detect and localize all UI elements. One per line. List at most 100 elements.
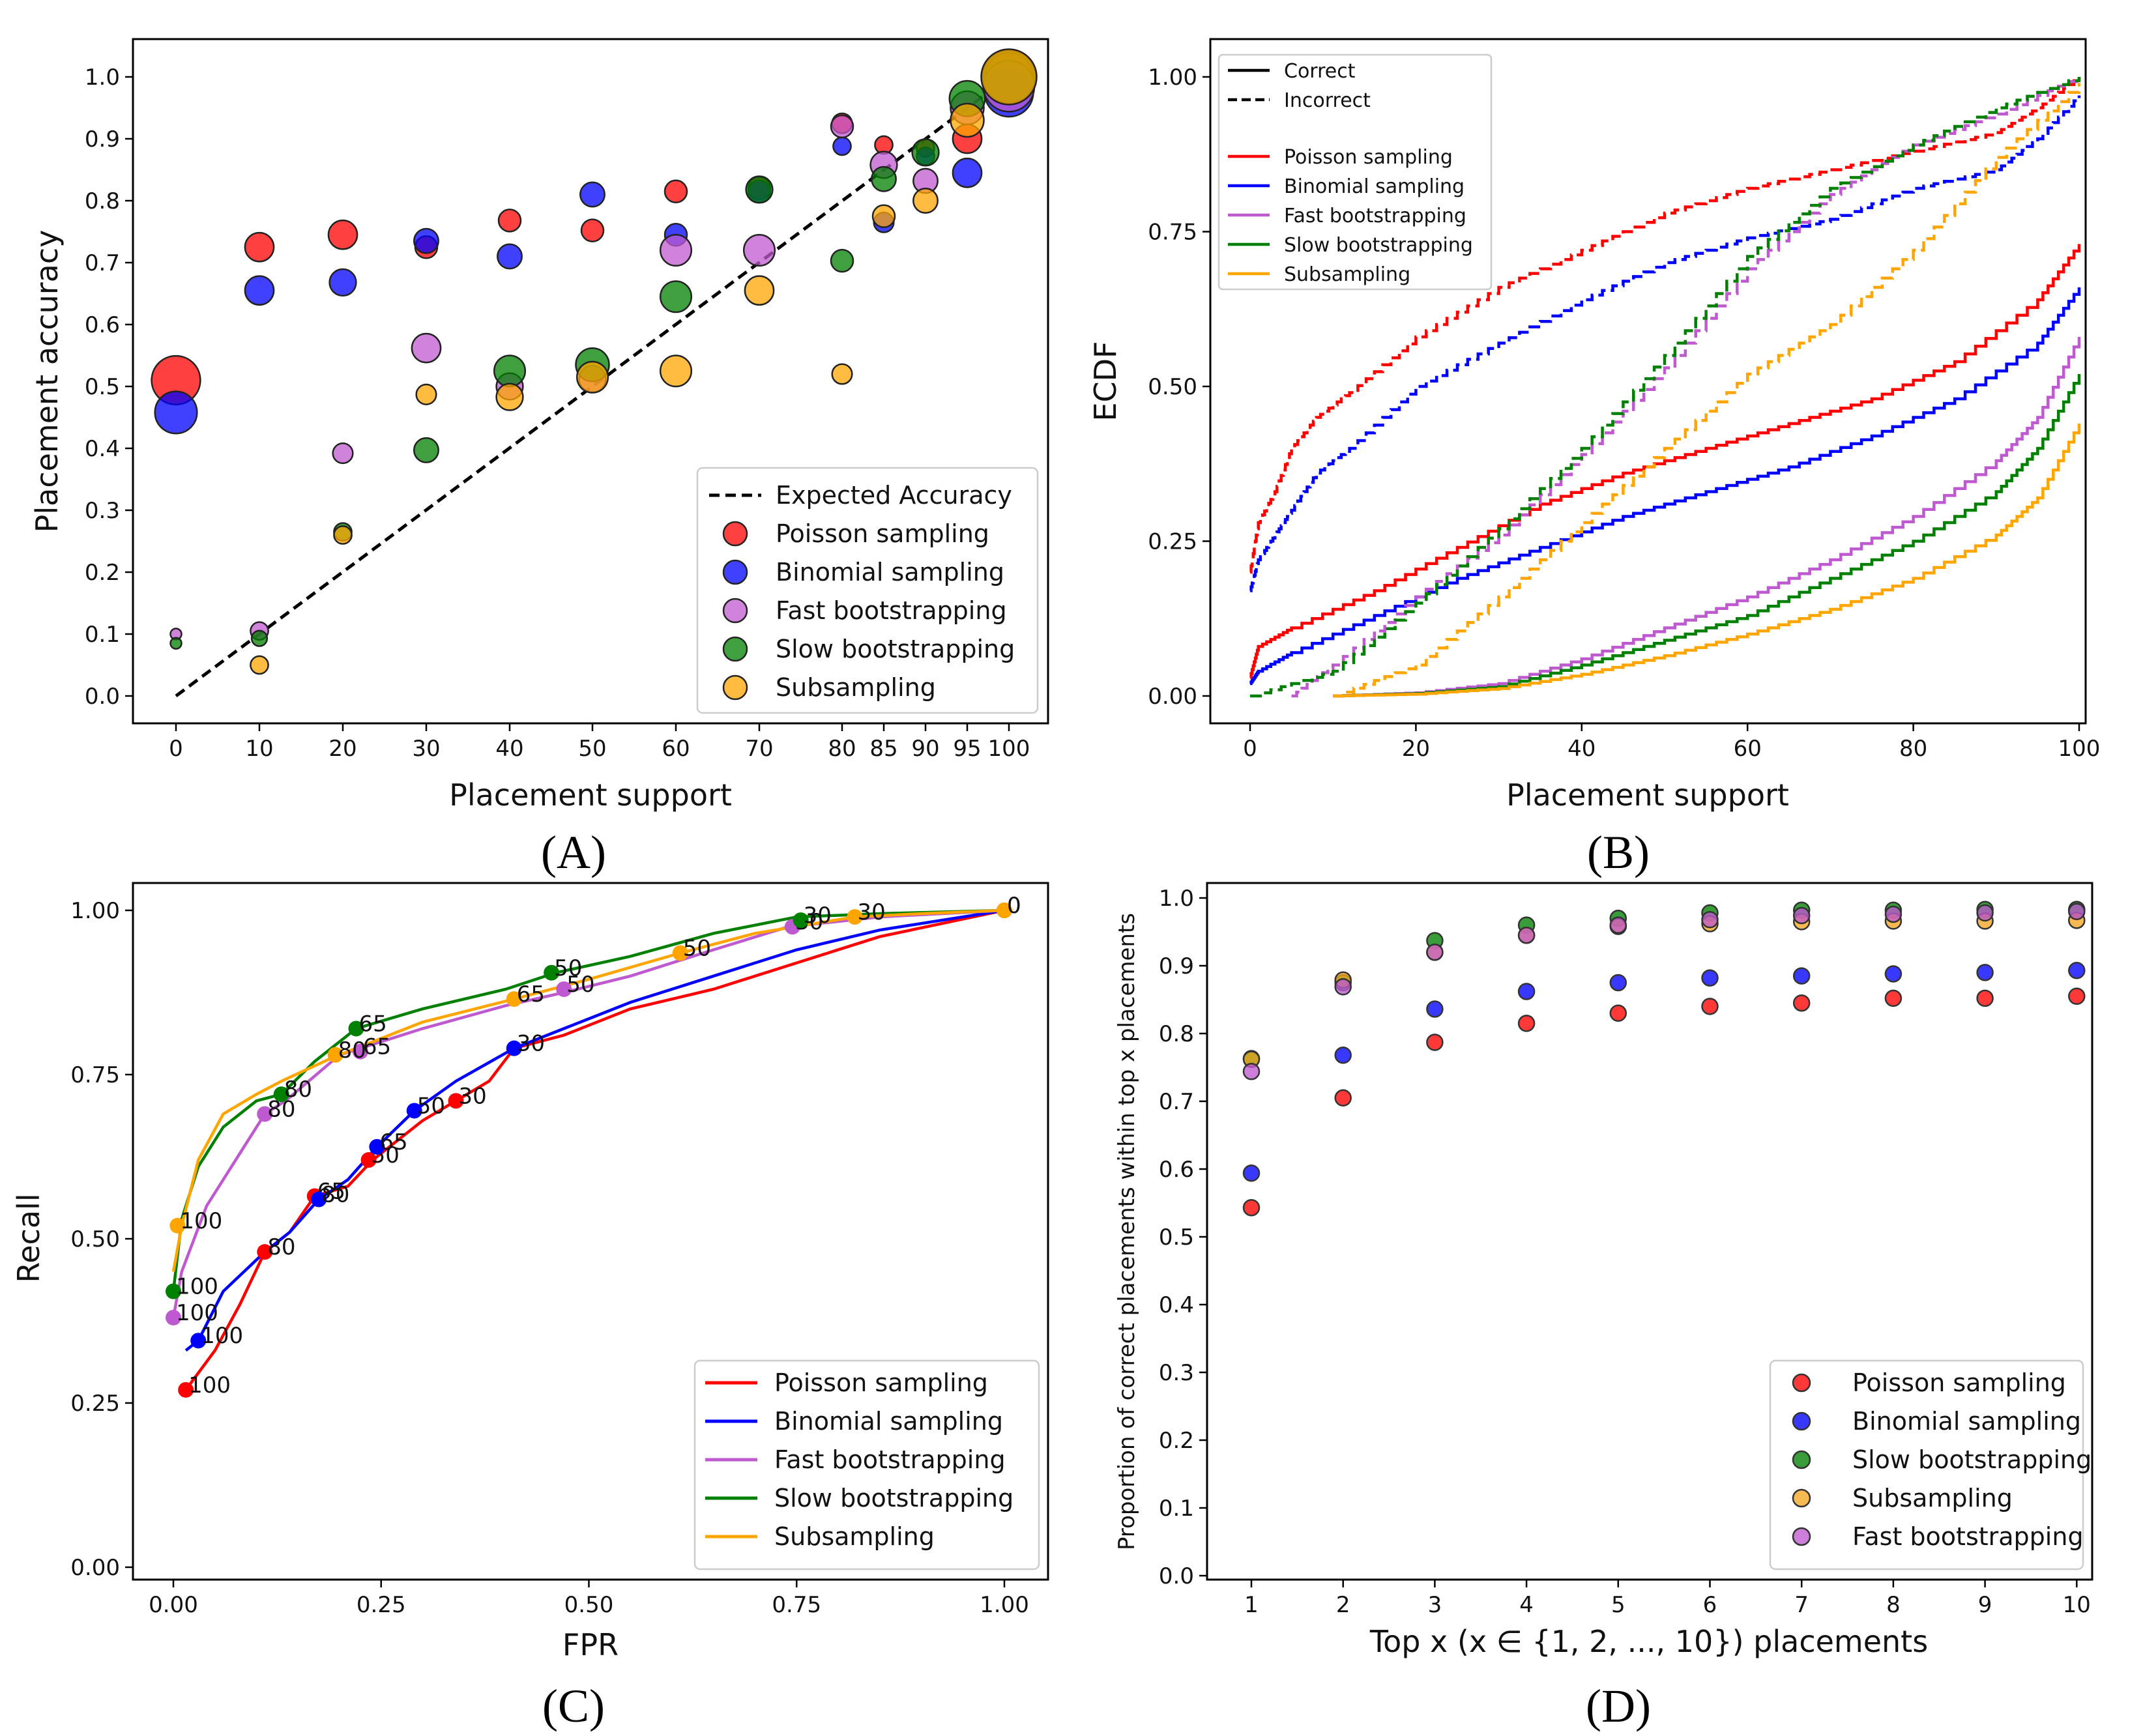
panel-c-threshold-label: 100 [188, 1372, 231, 1398]
panel-d-ytick-label: 0.2 [1159, 1428, 1194, 1454]
panel-d-ytick-label: 0.1 [1159, 1496, 1194, 1522]
panel-b-ytick-label: 0.25 [1148, 529, 1197, 555]
panel-c-ytick-label: 1.00 [70, 898, 120, 924]
panel-a-ytick-label: 0.5 [85, 374, 120, 400]
panel-c-roc-line [171, 908, 1005, 1292]
panel-a-legend-swatch [722, 521, 748, 547]
panel-c-threshold-label: 65 [517, 981, 545, 1007]
panel-a-xtick-label: 60 [662, 736, 690, 762]
panel-a-point [952, 157, 983, 188]
panel-a-point [332, 442, 354, 465]
panel-a-point [413, 437, 439, 463]
panel-c-threshold-label: 50 [417, 1093, 445, 1119]
panel-a-frame [132, 38, 1049, 725]
panel-b-xtick-label: 0 [1243, 736, 1257, 762]
panel-b-legend-label: Incorrect [1284, 89, 1371, 112]
panel-c-xlabel: FPR [562, 1627, 619, 1662]
panel-c-threshold-label: 30 [517, 1031, 545, 1057]
panel-c-threshold-label: 65 [359, 1011, 387, 1037]
panel-a-point [411, 332, 442, 364]
panel-d-point [1517, 926, 1536, 944]
panel-a-point [742, 233, 776, 267]
panel-c-threshold-marker [369, 1138, 385, 1155]
panel-d-point [1976, 964, 1994, 981]
panel-a-point [980, 48, 1038, 106]
panel-a-point [659, 233, 693, 267]
panel-d-xtick-label: 6 [1703, 1592, 1717, 1618]
panel-a-point [950, 102, 985, 138]
panel-c-threshold-label: 80 [338, 1037, 366, 1063]
panel-c-legend-label: Poisson sampling [774, 1368, 988, 1397]
panel-d-point [1884, 965, 1902, 983]
panel-b-ecdf-line [1249, 244, 2081, 679]
panel-d-ylabel: Proportion of correct placements within … [1114, 913, 1140, 1550]
panel-c-threshold-marker [273, 1086, 289, 1103]
panel-d-xtick-label: 8 [1886, 1592, 1901, 1618]
panel-b-xtick-label: 80 [1899, 736, 1927, 762]
panel-a-point [154, 390, 198, 435]
panel-c-threshold-label: 65 [379, 1129, 407, 1155]
panel-c-legend-label: Subsampling [774, 1522, 935, 1551]
panel-d-point [2068, 987, 2086, 1005]
panel-d-ytick-label: 0.0 [1159, 1563, 1194, 1589]
panel-b-legend-box [1217, 53, 1493, 291]
panel-d-ytick-label: 0.6 [1159, 1157, 1194, 1183]
panel-b-ecdf-line [1249, 95, 2081, 592]
panel-label-a: (A) [541, 826, 606, 878]
panel-c-roc-line [171, 908, 1005, 1318]
panel-a-point [744, 275, 775, 306]
panel-d-point [1334, 1089, 1352, 1107]
panel-d-xtick-label: 10 [2063, 1592, 2091, 1618]
panel-a-point [831, 363, 853, 385]
panel-b-ylabel: ECDF [1088, 341, 1123, 421]
panel-c-threshold-marker [257, 1244, 273, 1260]
panel-a-legend-swatch [722, 674, 748, 701]
panel-a-legend-label: Fast bootstrapping [776, 596, 1007, 625]
panel-d-ytick-label: 0.3 [1159, 1360, 1194, 1386]
panel-d-point [2068, 962, 2086, 979]
panel-d-frame [1206, 882, 2093, 1581]
panel-d-point [2068, 903, 2086, 921]
panel-c-threshold-label: 100 [176, 1300, 218, 1326]
panel-c-xtick-label: 0.50 [564, 1592, 614, 1618]
panel-c-ytick-label: 0.25 [70, 1391, 120, 1417]
panel-d-ytick-label: 0.5 [1159, 1224, 1194, 1251]
panel-b-ecdf-line [1249, 287, 2081, 686]
panel-b-ytick-label: 0.50 [1148, 374, 1197, 400]
panel-a-xtick-label: 90 [911, 736, 939, 762]
panel-b-legend-label: Slow bootstrapping [1284, 234, 1473, 257]
panel-c-threshold-marker [544, 964, 560, 981]
panel-c-threshold-label: 50 [566, 972, 594, 998]
panel-b-frame [1209, 38, 2087, 725]
panel-a-ytick-label: 0.0 [85, 684, 120, 710]
panel-a-point [830, 248, 854, 273]
panel-a-legend-swatch [722, 598, 748, 624]
panel-a-legend-label: Slow bootstrapping [776, 635, 1015, 663]
panel-c-roc-line [171, 908, 1005, 1272]
panel-d-ytick-label: 0.4 [1159, 1292, 1194, 1318]
panel-a-point [413, 227, 439, 254]
panel-label-d: (D) [1586, 1680, 1651, 1732]
panel-c-threshold-label: 80 [284, 1077, 312, 1103]
panel-a-xtick-label: 85 [869, 736, 897, 762]
panel-c-threshold-label: 50 [554, 955, 582, 981]
panel-a-point [580, 218, 605, 242]
panel-c-xtick-label: 0.00 [149, 1592, 198, 1618]
panel-a-point [244, 275, 275, 306]
panel-d-ytick-label: 0.9 [1159, 953, 1194, 979]
panel-a-point [579, 181, 605, 208]
panel-b-ecdf-line [1333, 424, 2081, 698]
panel-c-threshold-label: 100 [176, 1274, 218, 1300]
panel-d-point [1884, 989, 1902, 1007]
panel-c-xtick-label: 0.25 [357, 1592, 406, 1618]
panel-c-threshold-marker [311, 1191, 327, 1208]
panel-a-point [912, 188, 939, 214]
panel-a-point [830, 114, 854, 139]
panel-b-xtick-label: 40 [1567, 736, 1596, 762]
panel-b-chart: 0 20 40 60 80 100 0.00 0.25 0.50 0.75 1.00 Placemen… [1088, 38, 2100, 813]
panel-d-xtick-label: 9 [1978, 1592, 1992, 1618]
panel-d-point [1701, 911, 1719, 929]
panel-c-threshold-marker [178, 1382, 194, 1398]
panel-c-threshold-marker [506, 1040, 522, 1056]
panel-a-point [250, 655, 269, 675]
